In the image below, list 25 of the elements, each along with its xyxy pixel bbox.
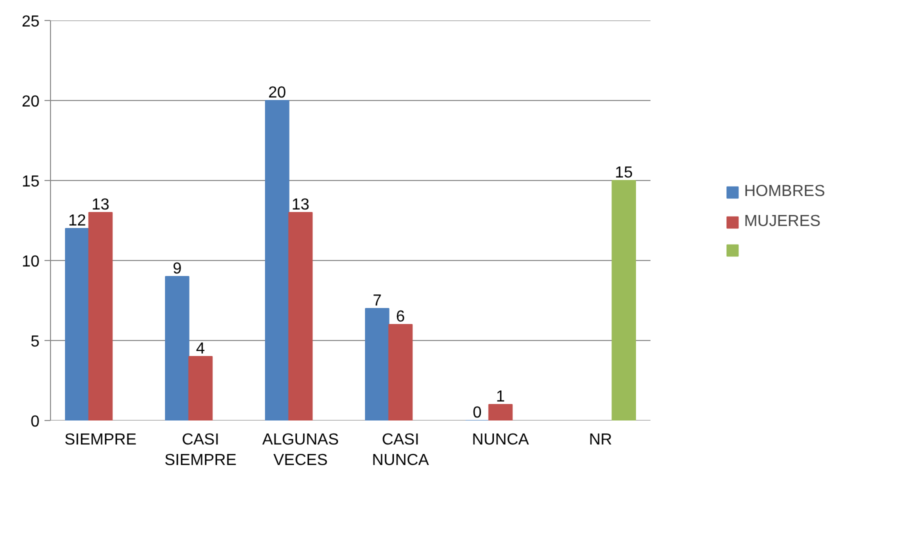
y-tick-label: 5 [30, 334, 40, 350]
data-label: 13 [92, 196, 110, 214]
legend-label: HOMBRES [744, 183, 825, 201]
x-tick-label: NR [588, 432, 612, 448]
data-label: 13 [292, 196, 310, 214]
data-label: 1 [496, 388, 506, 406]
y-tick-label: 25 [22, 14, 40, 30]
y-tick-label: 0 [30, 414, 40, 430]
x-tick-label: CASI SIEMPRE [164, 432, 237, 469]
data-label: 6 [396, 308, 406, 326]
data-label: 4 [196, 340, 206, 358]
x-tick-label: SIEMPRE [64, 432, 137, 448]
data-label: 20 [268, 84, 286, 102]
y-tick-label: 20 [22, 94, 40, 110]
data-label: 15 [614, 164, 633, 182]
data-label: 0 [472, 404, 482, 422]
x-tick-label: ALGUNAS VECES [262, 432, 339, 469]
x-tick-label: NUNCA [472, 432, 530, 448]
x-tick-label: CASI NUNCA [372, 432, 430, 469]
legend-label: MUJERES [744, 213, 821, 231]
data-label: 7 [372, 292, 382, 310]
y-tick-label: 15 [22, 174, 40, 190]
data-label: 9 [172, 260, 182, 278]
y-tick-label: 10 [22, 254, 40, 270]
data-label: 12 [68, 212, 86, 230]
